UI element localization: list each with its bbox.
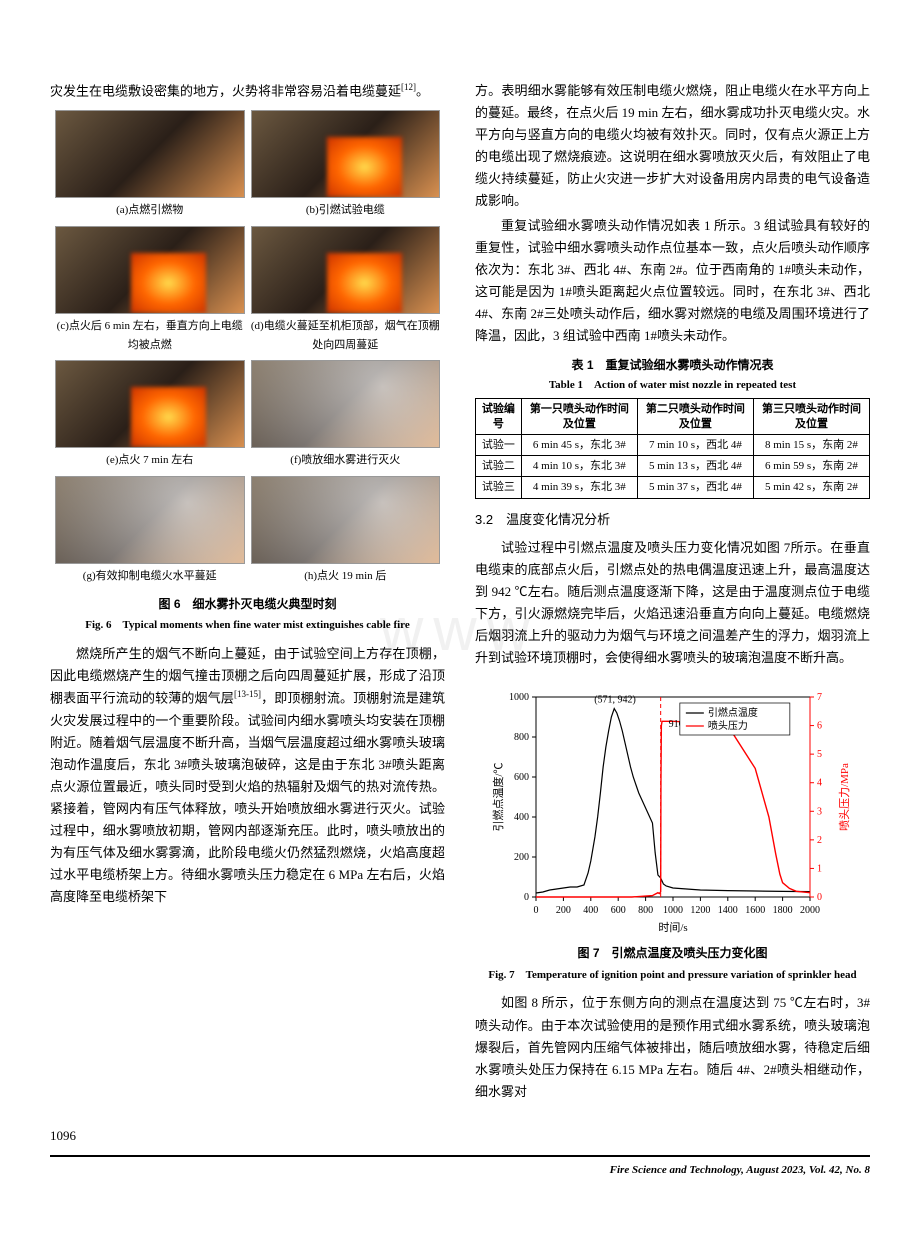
footer: Fire Science and Technology, August 2023… — [50, 1155, 870, 1180]
figure-caption: (b)引燃试验电缆 — [251, 201, 441, 220]
svg-text:1800: 1800 — [772, 905, 792, 916]
figure-6-panel: (a)点燃引燃物 — [55, 110, 245, 220]
svg-text:200: 200 — [555, 905, 570, 916]
figure-image — [55, 360, 245, 448]
svg-text:7: 7 — [817, 692, 822, 703]
svg-text:6: 6 — [817, 721, 822, 732]
para-left-1: 灾发生在电缆敷设密集的地方，火势将非常容易沿着电缆蔓延[12]。 — [50, 80, 445, 102]
table-header: 第二只喷头动作时间及位置 — [637, 399, 753, 435]
table-row: 试验三4 min 39 s，东北 3#5 min 37 s，西北 4#5 min… — [476, 477, 870, 498]
svg-text:600: 600 — [610, 905, 625, 916]
svg-text:2000: 2000 — [800, 905, 820, 916]
table-row: 试验一6 min 45 s，东北 3#7 min 10 s，西北 4#8 min… — [476, 434, 870, 455]
para-right-1: 方。表明细水雾能够有效压制电缆火燃烧，阻止电缆火在水平方向上的蔓延。最终，在点火… — [475, 80, 870, 213]
figure-6-grid: (a)点燃引燃物 (b)引燃试验电缆 (c)点火后 6 min 左右，垂直方向上电缆… — [50, 110, 445, 585]
svg-text:5: 5 — [817, 749, 822, 760]
figure-caption: (a)点燃引燃物 — [55, 201, 245, 220]
svg-text:400: 400 — [583, 905, 598, 916]
figure-image — [251, 110, 441, 198]
table-header: 第三只喷头动作时间及位置 — [753, 399, 869, 435]
svg-text:3: 3 — [817, 807, 822, 818]
figure-image — [55, 476, 245, 564]
right-column: 方。表明细水雾能够有效压制电缆火燃烧，阻止电缆火在水平方向上的蔓延。最终，在点火… — [475, 80, 870, 1105]
svg-text:200: 200 — [514, 852, 529, 863]
table-header: 第一只喷头动作时间及位置 — [521, 399, 637, 435]
svg-text:1400: 1400 — [717, 905, 737, 916]
fig6-title-en: Fig. 6 Typical moments when fine water m… — [50, 616, 445, 635]
figure-image — [251, 226, 441, 314]
figure-caption: (e)点火 7 min 左右 — [55, 451, 245, 470]
figure-6-panel: (f)喷放细水雾进行灭火 — [251, 360, 441, 470]
figure-6-panel: (g)有效抑制电缆火水平蔓延 — [55, 476, 245, 586]
fig6-title-cn: 图 6 细水雾扑灭电缆火典型时刻 — [50, 594, 445, 614]
svg-text:2: 2 — [817, 835, 822, 846]
figure-7-chart: 0200400600800100012001400160018002000020… — [475, 677, 870, 937]
svg-text:800: 800 — [514, 732, 529, 743]
figure-6-panel: (h)点火 19 min 后 — [251, 476, 441, 586]
para-right-3: 试验过程中引燃点温度及喷头压力变化情况如图 7所示。在垂直电缆束的底部点火后，引… — [475, 537, 870, 670]
figure-caption: (c)点火后 6 min 左右，垂直方向上电缆均被点燃 — [55, 317, 245, 354]
table-row: 试验二4 min 10 s，东北 3#5 min 13 s，西北 4#6 min… — [476, 456, 870, 477]
figure-caption: (g)有效抑制电缆火水平蔓延 — [55, 567, 245, 586]
figure-6-panel: (d)电缆火蔓延至机柜顶部，烟气在顶棚处向四周蔓延 — [251, 226, 441, 354]
figure-caption: (d)电缆火蔓延至机柜顶部，烟气在顶棚处向四周蔓延 — [251, 317, 441, 354]
svg-text:喷头压力: 喷头压力 — [707, 719, 747, 732]
page-number: 1096 — [50, 1125, 870, 1147]
table1-title-cn: 表 1 重复试验细水雾喷头动作情况表 — [475, 355, 870, 375]
main-columns: 灾发生在电缆敷设密集的地方，火势将非常容易沿着电缆蔓延[12]。 (a)点燃引燃… — [50, 80, 870, 1105]
svg-text:引燃点温度/℃: 引燃点温度/℃ — [491, 763, 505, 832]
section-3-2-title: 3.2 温度变化情况分析 — [475, 509, 870, 531]
svg-text:喷头压力/MPa: 喷头压力/MPa — [838, 763, 851, 831]
svg-text:0: 0 — [817, 892, 822, 903]
svg-text:1000: 1000 — [509, 692, 529, 703]
figure-6-panel: (c)点火后 6 min 左右，垂直方向上电缆均被点燃 — [55, 226, 245, 354]
svg-text:时间/s: 时间/s — [658, 921, 687, 934]
svg-text:600: 600 — [514, 772, 529, 783]
svg-text:0: 0 — [524, 892, 529, 903]
figure-image — [55, 226, 245, 314]
svg-text:4: 4 — [817, 778, 822, 789]
figure-caption: (h)点火 19 min 后 — [251, 567, 441, 586]
fig7-title-cn: 图 7 引燃点温度及喷头压力变化图 — [475, 943, 870, 963]
para-right-4: 如图 8 所示，位于东侧方向的测点在温度达到 75 ℃左右时，3#喷头动作。由于… — [475, 992, 870, 1102]
svg-text:800: 800 — [638, 905, 653, 916]
para-left-2: 燃烧所产生的烟气不断向上蔓延，由于试验空间上方存在顶棚，因此电缆燃烧产生的烟气撞… — [50, 643, 445, 908]
table1-title-en: Table 1 Action of water mist nozzle in r… — [475, 376, 870, 395]
svg-text:1: 1 — [817, 864, 822, 875]
para-right-2: 重复试验细水雾喷头动作情况如表 1 所示。3 组试验具有较好的重复性，试验中细水… — [475, 215, 870, 348]
fig7-title-en: Fig. 7 Temperature of ignition point and… — [475, 966, 870, 985]
figure-image — [251, 360, 441, 448]
svg-text:400: 400 — [514, 812, 529, 823]
figure-image — [251, 476, 441, 564]
figure-caption: (f)喷放细水雾进行灭火 — [251, 451, 441, 470]
figure-6-panel: (b)引燃试验电缆 — [251, 110, 441, 220]
svg-text:0: 0 — [533, 905, 538, 916]
svg-text:1200: 1200 — [690, 905, 710, 916]
svg-text:1600: 1600 — [745, 905, 765, 916]
figure-image — [55, 110, 245, 198]
table-1: 试验编号第一只喷头动作时间及位置第二只喷头动作时间及位置第三只喷头动作时间及位置… — [475, 398, 870, 498]
svg-text:引燃点温度: 引燃点温度 — [707, 706, 757, 719]
svg-text:(571, 942): (571, 942) — [594, 695, 636, 706]
figure-6-panel: (e)点火 7 min 左右 — [55, 360, 245, 470]
table-header: 试验编号 — [476, 399, 522, 435]
svg-text:1000: 1000 — [663, 905, 683, 916]
left-column: 灾发生在电缆敷设密集的地方，火势将非常容易沿着电缆蔓延[12]。 (a)点燃引燃… — [50, 80, 445, 1105]
